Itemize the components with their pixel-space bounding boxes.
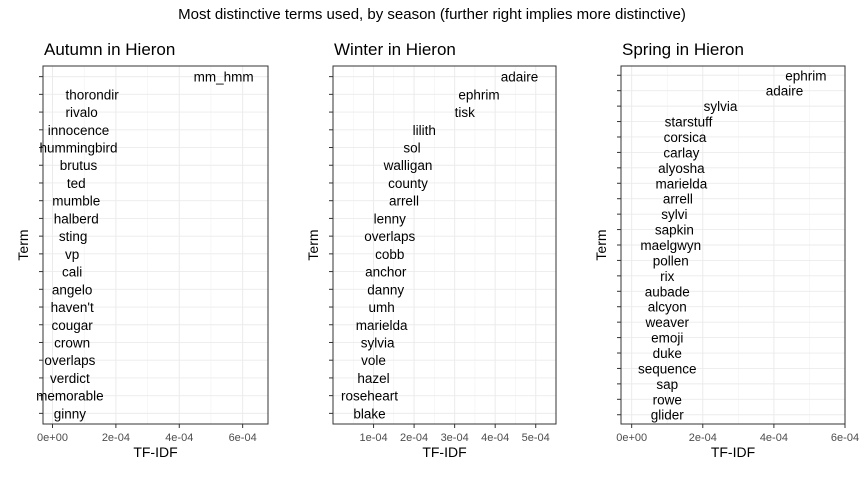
term-label: ginny [54,406,87,421]
term-label: alcyon [648,300,687,315]
term-label: roseheart [341,389,398,404]
y-axis-label: Term [15,229,31,260]
term-label: sting [59,229,88,244]
term-label: umh [369,300,395,315]
panel-border [42,65,269,425]
term-label: marielda [656,176,708,191]
x-tick-label: 1e-04 [359,432,387,444]
y-axis-label: Term [305,229,321,260]
x-tick-label: 4e-04 [760,432,788,444]
x-axis-label: TF-IDF [711,444,755,460]
panel-border [620,65,846,425]
term-label: cali [62,265,82,280]
term-label: adaire [501,70,539,85]
term-label: lenny [374,211,407,226]
term-label: sylvi [661,207,687,222]
term-label: thorondir [65,87,119,102]
panel-title: Autumn in Hieron [44,40,175,59]
panel-title: Spring in Hieron [622,40,744,59]
x-tick-label: 4e-04 [481,432,509,444]
term-label: aubade [645,284,690,299]
x-axis-label: TF-IDF [133,444,177,460]
term-label: sylvia [704,99,738,114]
x-tick-label: 5e-04 [522,432,550,444]
chart-panel: 0e+00 2e-04 4e-04 6e-04 mm_hmm thorondir rival… [15,40,269,460]
term-label: rivalo [66,105,98,120]
x-tick-label: 0e+00 [616,432,647,444]
x-axis-label: TF-IDF [422,444,466,460]
term-label: overlaps [364,229,415,244]
term-label: sap [656,377,678,392]
term-label: overlaps [44,353,95,368]
term-label: innocence [48,123,110,138]
term-label: sylvia [361,335,395,350]
term-label: verdict [50,371,90,386]
term-label: danny [367,282,404,297]
term-label: anchor [365,265,407,280]
term-label: cobb [375,247,404,262]
term-label: emoji [651,331,683,346]
plot-background [333,66,556,424]
term-label: arrell [389,194,419,209]
term-label: sapkin [655,223,694,238]
x-tick-label: 2e-04 [102,432,130,444]
panel-border [332,65,557,425]
term-label: rix [660,269,674,284]
x-tick-label: 6e-04 [229,432,257,444]
term-label: maelgwyn [640,238,701,253]
figure-title: Most distinctive terms used, by season (… [178,6,686,23]
term-label: starstuff [665,115,713,130]
term-label: lilith [413,123,436,138]
x-tick-label: 6e-04 [831,432,859,444]
term-label: sequence [638,361,697,376]
term-label: arrell [663,192,693,207]
term-label: tisk [455,105,476,120]
term-label: hazel [357,371,389,386]
plot-background [43,66,268,424]
term-label: vp [65,247,79,262]
term-label: halberd [54,211,99,226]
x-tick-label: 0e+00 [37,432,68,444]
term-label: county [388,176,428,191]
panel-title: Winter in Hieron [334,40,456,59]
term-label: blake [353,406,385,421]
term-label: corsica [664,130,707,145]
y-axis-label: Term [593,229,609,260]
term-label: adaire [766,84,804,99]
term-label: duke [653,346,682,361]
term-label: ephrim [458,87,499,102]
term-label: rowe [653,392,682,407]
term-label: glider [651,408,685,423]
term-label: alyosha [658,161,705,176]
x-tick-label: 2e-04 [400,432,428,444]
term-label: brutus [60,158,98,173]
term-label: ted [67,176,86,191]
term-label: vole [361,353,386,368]
term-label: mm_hmm [194,70,254,85]
term-label: crown [54,335,90,350]
term-label: memorable [36,389,104,404]
term-label: haven't [51,300,94,315]
term-label: marielda [356,318,408,333]
x-tick-label: 2e-04 [689,432,717,444]
term-label: sol [403,141,420,156]
x-tick-label: 4e-04 [165,432,193,444]
x-tick-label: 3e-04 [441,432,469,444]
term-label: mumble [52,194,100,209]
term-label: weaver [644,315,689,330]
term-label: angelo [52,282,93,297]
term-label: carlay [663,145,699,160]
term-label: ephrim [785,68,826,83]
term-label: cougar [52,318,94,333]
term-label: walligan [383,158,433,173]
term-label: pollen [653,253,689,268]
term-label: hummingbird [39,141,117,156]
